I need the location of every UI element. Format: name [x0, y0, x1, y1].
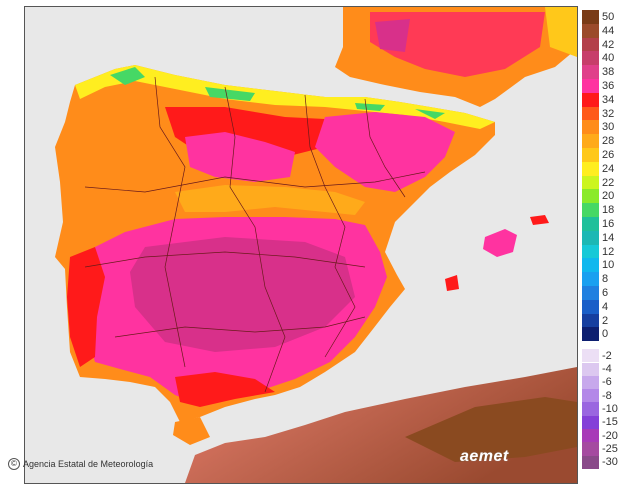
legend-label: 42 — [602, 38, 615, 51]
legend-swatch-6 — [582, 286, 599, 300]
legend-label: 22 — [602, 176, 615, 189]
legend-label: 20 — [602, 190, 615, 203]
legend-swatch-24 — [582, 161, 599, 176]
legend-label: 40 — [602, 52, 615, 65]
legend-swatch--2 — [582, 349, 599, 363]
legend-swatch--6 — [582, 375, 599, 390]
legend-label: 0 — [602, 328, 609, 341]
legend-label: -6 — [602, 376, 612, 389]
legend-swatch-8 — [582, 272, 599, 286]
legend-swatch-42 — [582, 37, 599, 52]
legend-swatch--20 — [582, 429, 599, 443]
legend-label: 50 — [602, 10, 615, 23]
west-red — [67, 247, 105, 367]
north-coast-band — [75, 65, 495, 129]
ebro-hot — [315, 112, 455, 192]
legend-swatch--10 — [582, 402, 599, 416]
legend-label: -20 — [602, 429, 618, 442]
africa-mountains — [405, 397, 577, 462]
temperature-legend: 50 44 42 40 38 36 34 32 30 28 26 24 22 20 18 16 14 12 10 8 6… — [582, 10, 630, 485]
legend-swatch-18 — [582, 203, 599, 217]
legend-label: 44 — [602, 24, 615, 37]
legend-label: -8 — [602, 389, 612, 402]
legend-swatch--30 — [582, 455, 599, 469]
agency-credit: © Agencia Estatal de Meteorología — [8, 458, 153, 470]
france-edge — [545, 7, 577, 57]
legend-label: -30 — [602, 456, 618, 469]
legend-label: -25 — [602, 442, 618, 455]
legend-swatch-40 — [582, 51, 599, 66]
legend-swatch-34 — [582, 92, 599, 107]
region-borders — [84, 76, 426, 393]
legend-swatch-28 — [582, 134, 599, 148]
legend-swatch--8 — [582, 389, 599, 403]
duero-hot — [185, 132, 295, 182]
legend-label: 2 — [602, 314, 609, 327]
legend-swatch-0 — [582, 327, 599, 342]
legend-swatch-22 — [582, 175, 599, 190]
legend-label: 26 — [602, 148, 615, 161]
legend-label: 14 — [602, 231, 615, 244]
legend-label: 24 — [602, 162, 615, 175]
gibraltar-area — [173, 417, 210, 445]
legend-label: 6 — [602, 286, 609, 299]
legend-swatch-4 — [582, 299, 599, 314]
legend-label: 8 — [602, 273, 609, 286]
legend-swatch-16 — [582, 217, 599, 231]
legend-swatch-26 — [582, 148, 599, 162]
guadalquivir-red — [175, 372, 275, 407]
temperature-map — [24, 6, 578, 484]
south-core — [130, 237, 355, 352]
legend-swatch--15 — [582, 415, 599, 429]
legend-swatch-38 — [582, 65, 599, 79]
legend-label: -10 — [602, 403, 618, 416]
legend-label: 38 — [602, 66, 615, 79]
legend-swatch-2 — [582, 313, 599, 328]
legend-label: 18 — [602, 204, 615, 217]
menorca — [530, 215, 549, 225]
france-hotspot — [375, 19, 410, 52]
central-system — [175, 185, 365, 215]
legend-swatch-44 — [582, 23, 599, 38]
legend-label: 34 — [602, 93, 615, 106]
legend-swatch-10 — [582, 258, 599, 273]
legend-label: 12 — [602, 245, 615, 258]
legend-swatch--25 — [582, 442, 599, 456]
legend-swatch-32 — [582, 106, 599, 121]
legend-label: -2 — [602, 349, 612, 362]
legend-swatch-30 — [582, 120, 599, 135]
legend-label: 36 — [602, 79, 615, 92]
north-green — [110, 67, 445, 119]
agency-name: Agencia Estatal de Meteorología — [23, 459, 154, 469]
legend-label: 32 — [602, 107, 615, 120]
legend-swatch-50 — [582, 10, 599, 24]
legend-label: 28 — [602, 135, 615, 148]
aemet-logo: aemet — [460, 448, 509, 465]
ibiza — [445, 275, 459, 291]
map-svg — [25, 7, 577, 483]
legend-label: 10 — [602, 259, 615, 272]
legend-swatch-14 — [582, 230, 599, 245]
copyright-icon: © — [8, 458, 20, 470]
legend-swatch-12 — [582, 244, 599, 259]
legend-label: 30 — [602, 121, 615, 134]
france-hot — [370, 12, 545, 77]
legend-swatch-20 — [582, 189, 599, 204]
legend-label: 16 — [602, 217, 615, 230]
mallorca — [483, 229, 517, 257]
legend-swatch--4 — [582, 362, 599, 376]
legend-label: -4 — [602, 363, 612, 376]
legend-label: 4 — [602, 300, 609, 313]
legend-swatch-36 — [582, 79, 599, 93]
legend-label: -15 — [602, 416, 618, 429]
